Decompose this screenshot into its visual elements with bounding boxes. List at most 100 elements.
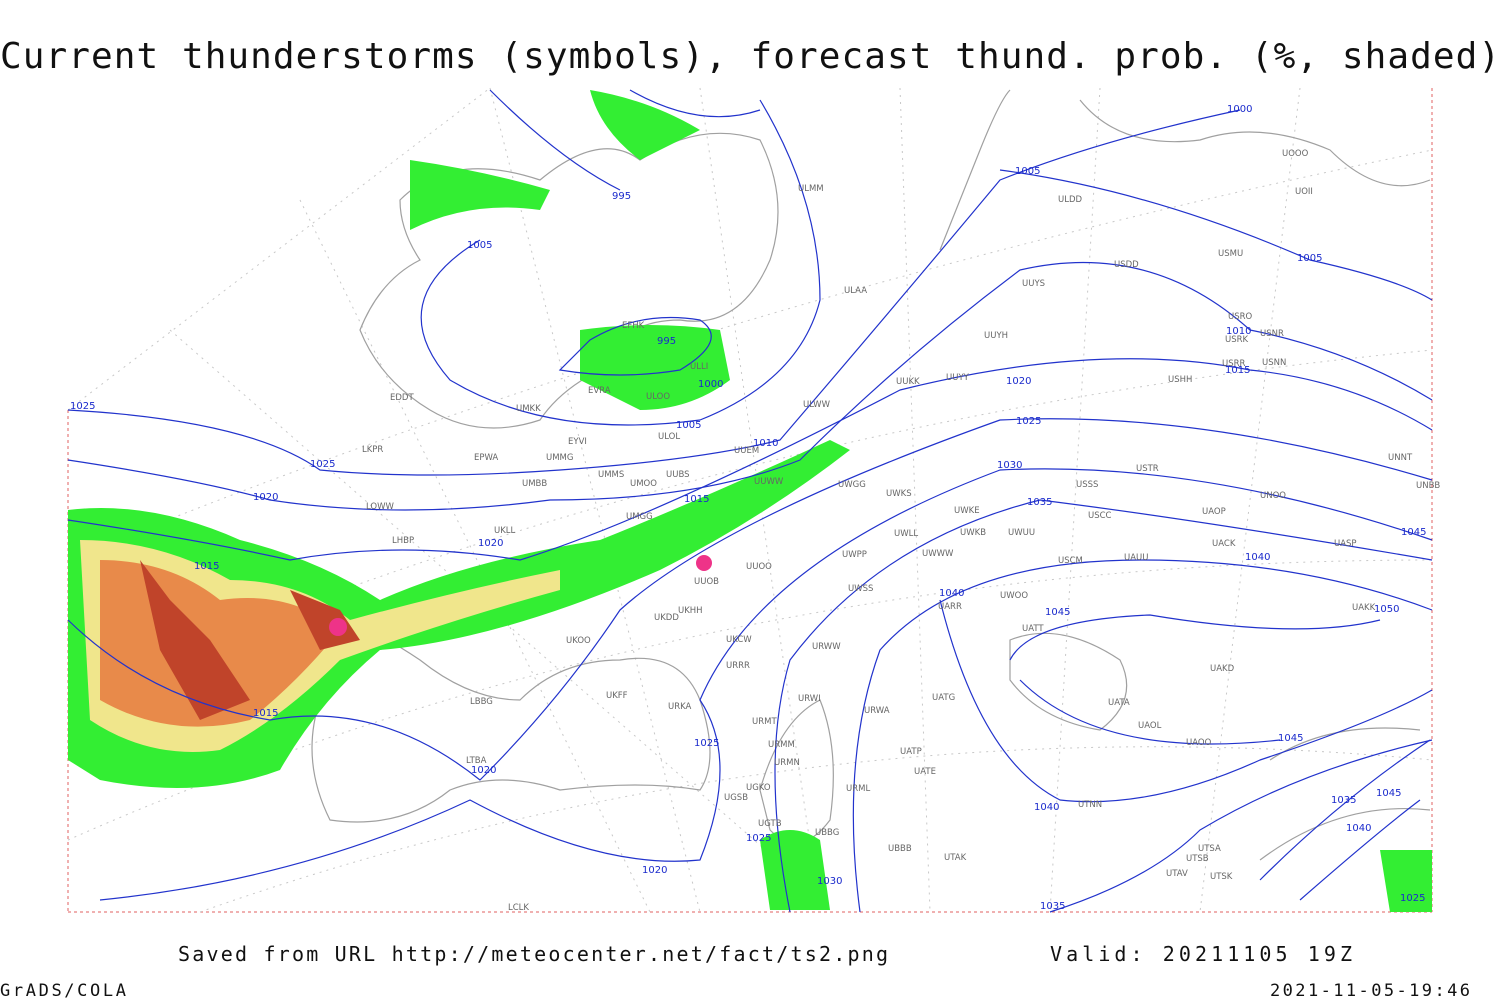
isobar-label: 1020	[253, 492, 278, 503]
station-label: UOII	[1295, 187, 1313, 197]
station-label: UUYH	[984, 331, 1008, 341]
station-label: UAKK	[1352, 603, 1376, 613]
station-label: UUYY	[946, 373, 970, 383]
station-label: URMN	[774, 758, 800, 768]
prob-very-high	[290, 590, 360, 650]
isobar	[420, 89, 821, 426]
station-label: UBBG	[815, 828, 839, 838]
station-label: URWA	[864, 706, 890, 716]
isobar	[852, 559, 1433, 913]
station-label: URWI	[798, 694, 821, 704]
station-label: UMKK	[516, 404, 541, 414]
station-label: ULAA	[844, 286, 867, 296]
station-label: URKA	[668, 702, 692, 712]
isobar-label: 1050	[1374, 604, 1399, 615]
isobar-label: 1000	[698, 379, 723, 390]
station-label: URMT	[752, 717, 777, 727]
isobar-label: 1040	[1346, 823, 1371, 834]
station-label: EDDT	[390, 393, 414, 403]
station-label: UKDD	[654, 613, 679, 623]
station-label: USRR	[1222, 359, 1246, 369]
station-label: USHH	[1168, 375, 1192, 385]
isobar-label: 1025	[746, 833, 771, 844]
station-label: UTAV	[1166, 869, 1188, 879]
isobar-label: 1035	[1040, 901, 1065, 912]
isobar-label: 1005	[676, 420, 701, 431]
isobar-label: 1020	[478, 538, 503, 549]
isobar	[558, 316, 712, 376]
station-label: UWKS	[886, 489, 912, 499]
station-label: UUOB	[694, 577, 719, 587]
coast-scandinavia	[359, 132, 779, 429]
station-label: UATA	[1108, 698, 1130, 708]
station-label: UASP	[1334, 539, 1357, 549]
station-label: UATE	[914, 767, 936, 777]
station-label: UTAK	[944, 853, 967, 863]
prob-very-high	[140, 560, 250, 720]
station-label: LBBG	[470, 697, 493, 707]
station-label: EPWA	[474, 453, 498, 463]
isobar-label: 1005	[1015, 166, 1040, 177]
station-label: UMMS	[598, 470, 624, 480]
station-label: USTR	[1136, 464, 1159, 474]
isobar-label: 1005	[1297, 253, 1322, 264]
station-label: LHBP	[392, 536, 414, 546]
isobar-label: 1035	[1027, 497, 1052, 508]
isobar-label: 1030	[997, 460, 1022, 471]
source-url: Saved from URL http://meteocenter.net/fa…	[178, 942, 888, 966]
station-label: UKHH	[678, 606, 703, 616]
station-label: ULLI	[690, 362, 708, 372]
station-label: USNR	[1260, 329, 1284, 339]
station-label: UAOL	[1138, 721, 1162, 731]
station-label: UTNN	[1078, 800, 1102, 810]
station-label: LTBA	[466, 756, 487, 766]
isobar-label: 1045	[1278, 733, 1303, 744]
station-label: UWOO	[1000, 591, 1028, 601]
station-label: UMMG	[546, 453, 573, 463]
station-label: UKCW	[726, 635, 752, 645]
isobar-label: 1025	[310, 459, 335, 470]
title: Current thunderstorms (symbols), forecas…	[0, 36, 1500, 77]
isobar-label: 1025	[1400, 893, 1425, 904]
isobar-label: 1020	[642, 865, 667, 876]
station-label: UKFF	[606, 691, 628, 701]
isobar-label: 1020	[1006, 376, 1031, 387]
isobar-label: 1045	[1401, 527, 1426, 538]
valid-time: Valid: 20211105 19Z	[1050, 942, 1352, 966]
station-label: UNOO	[1260, 491, 1286, 501]
station-labels: ULMM ULDD UOOO UOII USMU USDD UUYS ULAA EFHK USRO…	[362, 149, 1440, 913]
station-label: UUYS	[1022, 279, 1045, 289]
isobar-label: 1045	[1045, 607, 1070, 618]
station-label: USRO	[1228, 312, 1253, 322]
station-label: UUBS	[666, 470, 690, 480]
station-label: UKOO	[566, 636, 591, 646]
station-label: URWW	[812, 642, 841, 652]
isobar-label: 1015	[253, 708, 278, 719]
station-label: UBBB	[888, 844, 912, 854]
station-label: UACK	[1212, 539, 1236, 549]
station-label: UUOO	[746, 562, 772, 572]
isobar-label: 1015	[194, 561, 219, 572]
station-label: URRR	[726, 661, 750, 671]
software: GrADS/COLA	[0, 981, 126, 1000]
station-label: USNN	[1262, 358, 1286, 368]
station-label: UWKB	[960, 528, 986, 538]
station-label: UATG	[932, 693, 955, 703]
station-label: ULOO	[646, 392, 670, 402]
station-label: URML	[846, 784, 870, 794]
station-label: UATT	[1022, 624, 1044, 634]
storm-symbol	[329, 618, 347, 636]
station-label: UWGG	[838, 480, 866, 490]
station-label: EYVI	[568, 437, 587, 447]
isobar	[67, 109, 1433, 476]
station-label: UUWW	[754, 477, 784, 487]
station-label: UMBB	[522, 479, 547, 489]
isobar	[1259, 739, 1431, 901]
station-label: URMM	[768, 740, 795, 750]
coast-arctic	[939, 89, 1431, 251]
station-label: LKPR	[362, 445, 383, 455]
station-label: UWKE	[954, 506, 980, 516]
station-label: UNNT	[1388, 453, 1413, 463]
isobar	[1009, 614, 1381, 745]
